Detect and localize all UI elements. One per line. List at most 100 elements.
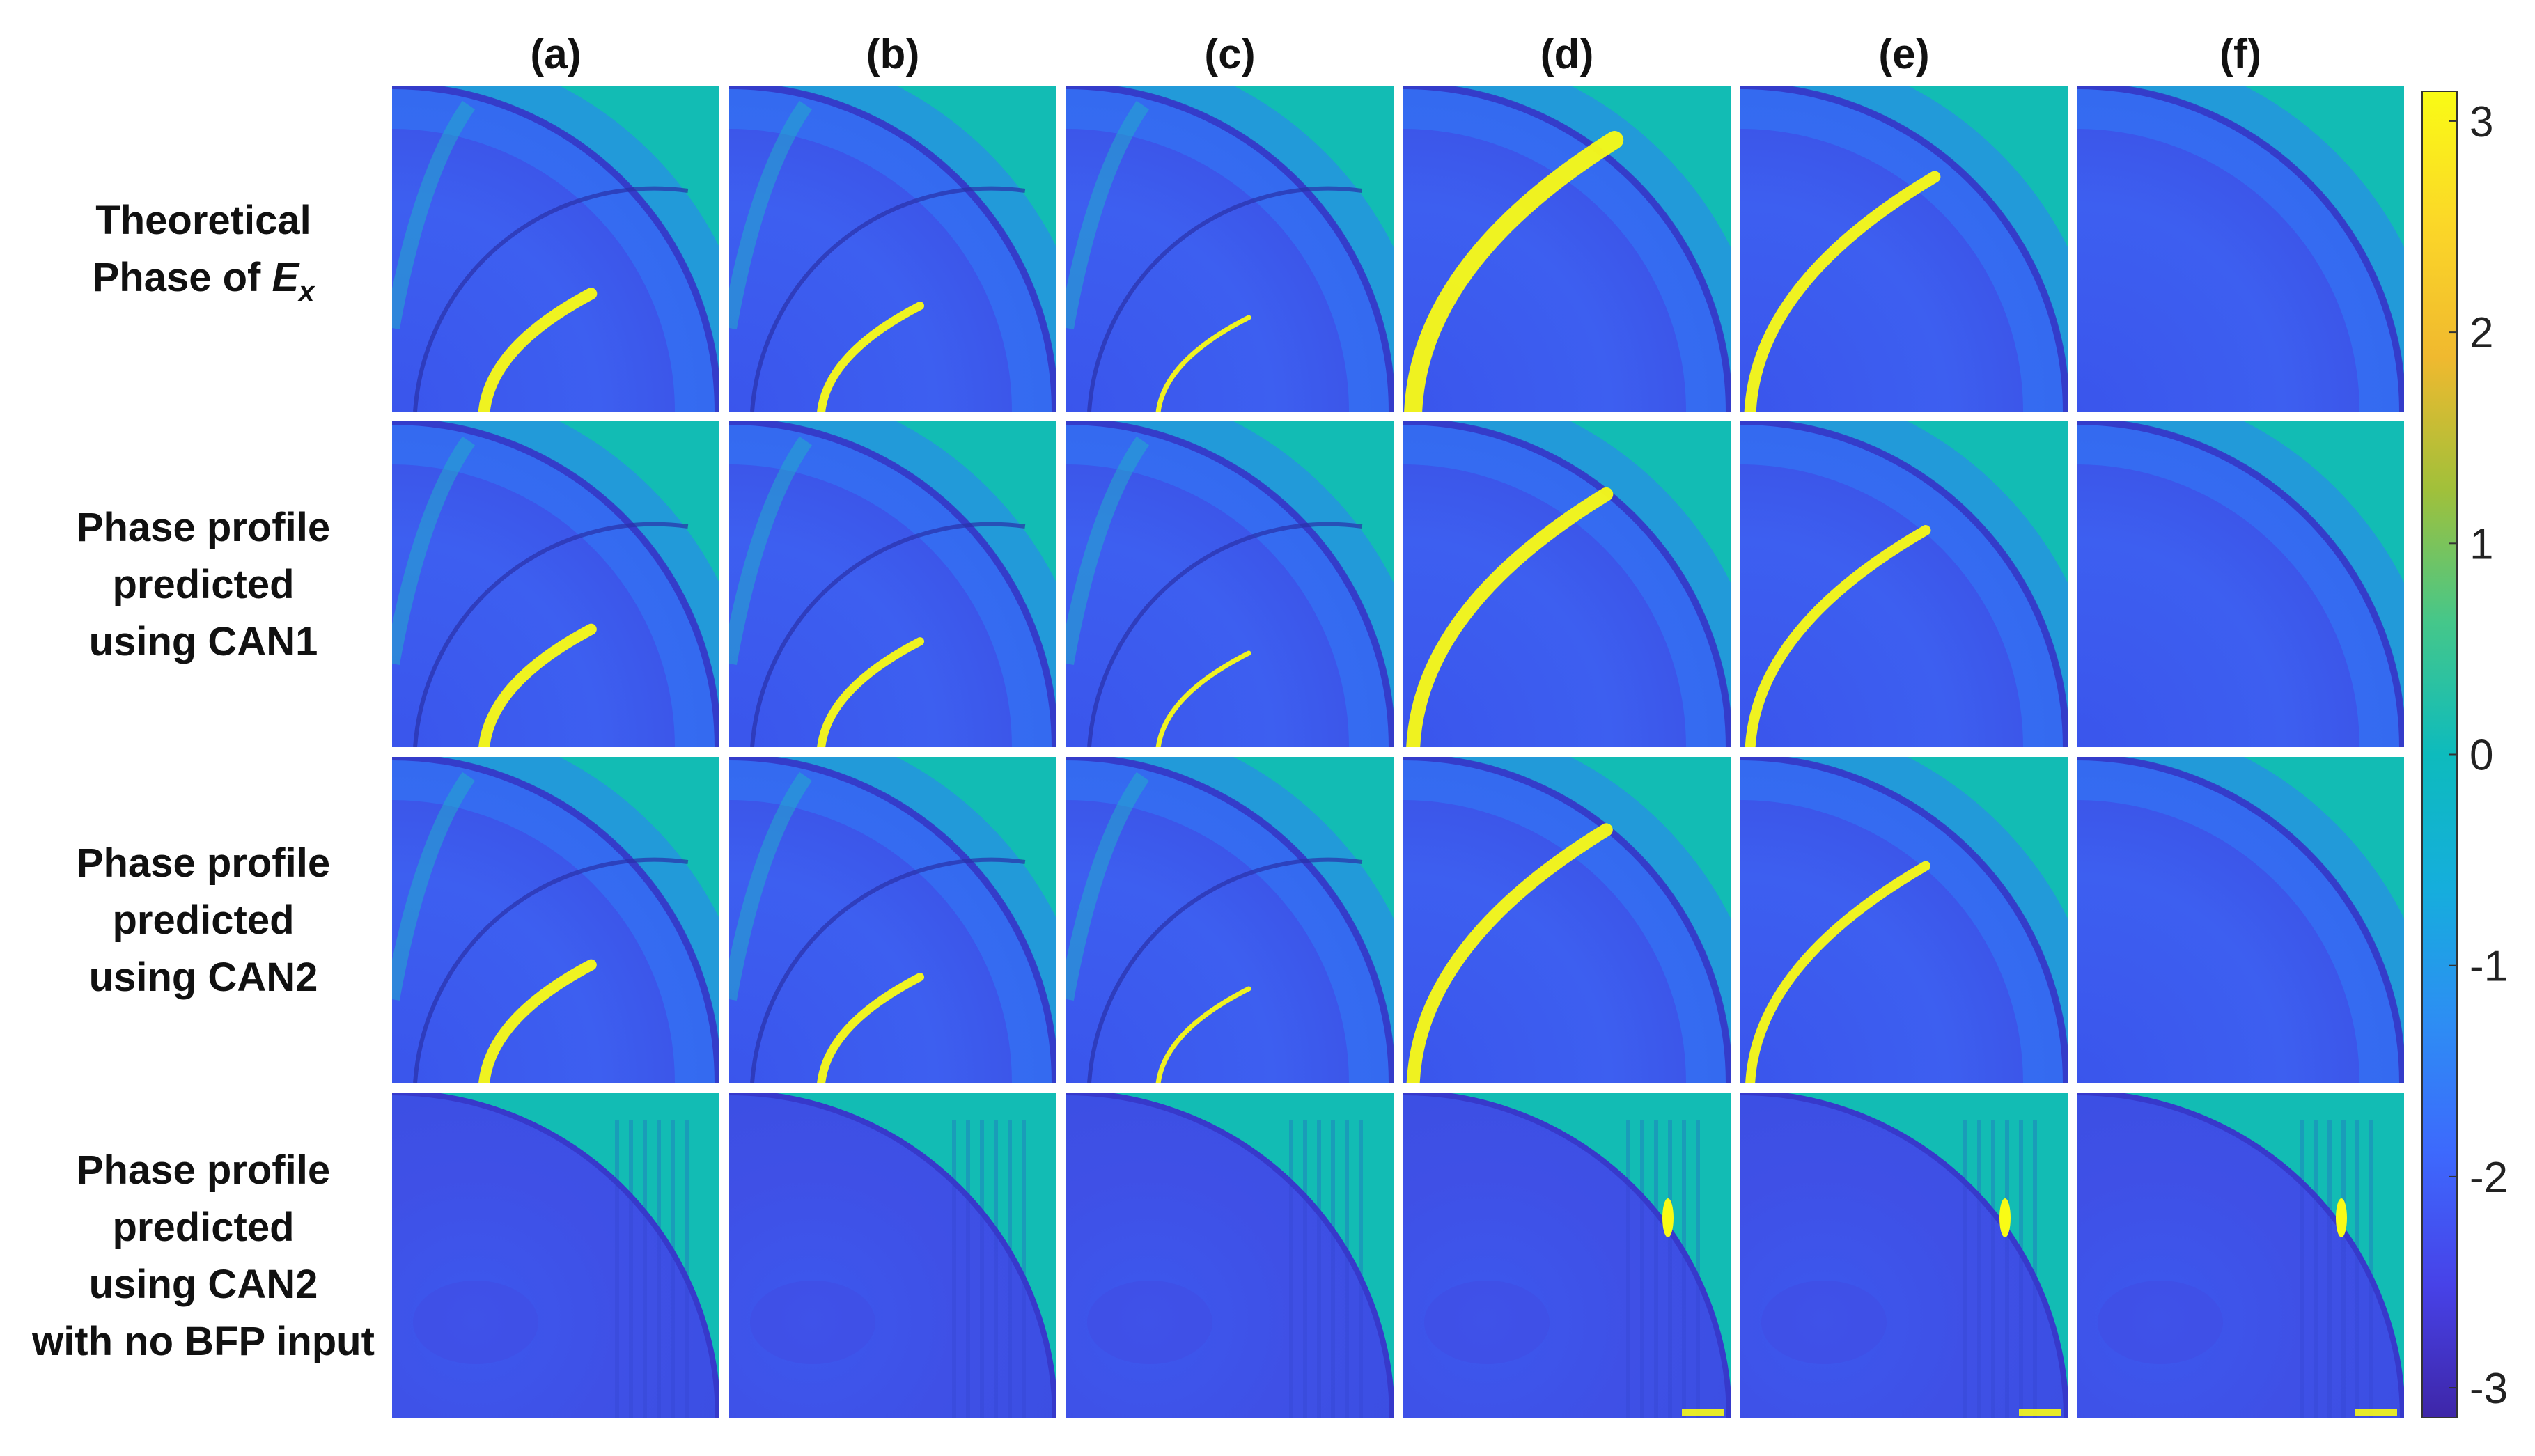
artifact-stripe xyxy=(1359,1120,1363,1418)
artifact-stripe xyxy=(1668,1120,1672,1418)
inner-ring-arc xyxy=(750,857,1026,1083)
row-label-2-line-3: using CAN1 xyxy=(89,619,318,664)
outer-dark-edge xyxy=(1066,1093,1394,1418)
outer-dark-edge xyxy=(392,757,719,1083)
phase-wrap-stripe xyxy=(1155,315,1251,412)
noisy-phase-body xyxy=(1066,1093,1394,1418)
edge-cyan-band xyxy=(729,436,813,665)
phase-panel-r3-d xyxy=(1403,757,1731,1083)
math-subscript: x xyxy=(297,276,315,307)
artifact-stripe xyxy=(1640,1120,1644,1418)
outer-dark-edge xyxy=(1740,86,2068,412)
artifact-stripe xyxy=(2327,1120,2332,1418)
artifact-stripe xyxy=(952,1120,956,1418)
outer-dark-edge xyxy=(729,421,1056,747)
colorbar-tick-label: 0 xyxy=(2470,732,2493,780)
phase-wrap-stripe xyxy=(478,959,597,1083)
phase-body xyxy=(392,421,719,747)
outer-dark-edge xyxy=(2077,86,2404,412)
artifact-stripe xyxy=(685,1120,689,1418)
outer-dark-edge xyxy=(1740,1093,2068,1418)
phase-wrap-stripe xyxy=(1745,861,1930,1083)
artifact-stripe xyxy=(629,1120,633,1418)
outer-dark-edge xyxy=(2077,1093,2404,1418)
phase-body xyxy=(729,757,1056,1083)
phase-panel-r3-f xyxy=(2077,757,2404,1083)
phase-panel-r2-b xyxy=(729,421,1056,747)
inner-ring-arc xyxy=(750,522,1026,747)
phase-panel-r2-d xyxy=(1403,421,1731,747)
phase-wrap-stripe xyxy=(1155,650,1251,747)
artifact-blotch xyxy=(1087,1281,1212,1364)
row-label-3-line-1: Phase profile xyxy=(77,840,330,886)
artifact-stripe xyxy=(671,1120,675,1418)
outer-dark-edge xyxy=(1403,1093,1731,1418)
edge-cyan-band xyxy=(392,436,476,665)
artifact-stripe xyxy=(657,1120,661,1418)
colorbar-tick-label: 3 xyxy=(2470,98,2493,146)
row-label-4-line-2: predicted xyxy=(112,1205,294,1250)
inner-ring-arc xyxy=(750,186,1026,412)
inner-ring-arc xyxy=(413,857,689,1083)
panel-grid xyxy=(392,86,2404,1418)
artifact-blotch xyxy=(1424,1281,1550,1364)
phase-body xyxy=(392,757,719,1083)
phase-wrap-stripe xyxy=(1404,131,1624,412)
yellow-blob xyxy=(1999,1198,2011,1237)
artifact-stripe xyxy=(2314,1120,2318,1418)
row-label-4-line-1: Phase profile xyxy=(77,1148,330,1193)
artifact-stripe xyxy=(1991,1120,1995,1418)
phase-body xyxy=(1066,757,1394,1083)
artifact-stripe xyxy=(2341,1120,2346,1418)
row-label-text: Phase of xyxy=(93,255,272,300)
outer-dark-edge xyxy=(2077,757,2404,1083)
artifact-stripe xyxy=(1654,1120,1658,1418)
yellow-blob xyxy=(2336,1198,2347,1237)
artifact-blotch xyxy=(1761,1281,1887,1364)
phase-panel-r1-c xyxy=(1066,86,1394,412)
colorbar-tick-label: 1 xyxy=(2470,520,2493,568)
artifact-stripe xyxy=(643,1120,647,1418)
column-labels: (a) (b) (c) (d) (e) (f) xyxy=(530,31,2261,77)
phase-panel-r3-b xyxy=(729,757,1056,1083)
inner-ring-arc xyxy=(1087,186,1363,412)
column-label-c: (c) xyxy=(1204,31,1255,77)
artifact-stripe xyxy=(2005,1120,2009,1418)
artifact-stripe xyxy=(994,1120,998,1418)
edge-cyan-band xyxy=(1066,436,1150,665)
noisy-phase-body xyxy=(729,1093,1056,1418)
phase-panel-r3-a xyxy=(392,757,719,1083)
phase-wrap-stripe xyxy=(478,288,598,412)
phase-wrap-stripe xyxy=(1745,525,1931,747)
outer-dark-edge xyxy=(1740,757,2068,1083)
artifact-stripe xyxy=(1626,1120,1630,1418)
inner-ring-arc xyxy=(1087,522,1363,747)
phase-body xyxy=(729,86,1056,412)
outer-dark-edge xyxy=(1066,86,1394,412)
artifact-stripe xyxy=(1317,1120,1321,1418)
artifact-stripe xyxy=(1696,1120,1700,1418)
phase-body xyxy=(2077,757,2404,1083)
edge-cyan-band xyxy=(729,100,813,329)
column-label-b: (b) xyxy=(866,31,920,77)
phase-panel-r2-c xyxy=(1066,421,1394,747)
noisy-phase-body xyxy=(1740,1093,2068,1418)
yellow-edge-artifact xyxy=(2019,1409,2061,1416)
inner-ring-arc xyxy=(413,186,689,412)
phase-panel-r1-e xyxy=(1740,86,2068,412)
phase-body xyxy=(1403,86,1731,412)
artifact-stripe xyxy=(1963,1120,1967,1418)
phase-panel-r4-a xyxy=(392,1093,719,1418)
row-label-1-line-1: Theoretical xyxy=(95,198,311,243)
phase-panel-r4-f xyxy=(2077,1093,2404,1418)
phase-panel-r2-f xyxy=(2077,421,2404,747)
outer-dark-edge xyxy=(2077,421,2404,747)
colorbar-tick-label: -1 xyxy=(2470,943,2508,991)
colorbar-tick-label: 2 xyxy=(2470,309,2493,357)
edge-cyan-band xyxy=(729,772,813,1001)
edge-cyan-band xyxy=(1066,772,1150,1001)
edge-cyan-band xyxy=(1066,100,1150,329)
column-label-a: (a) xyxy=(530,31,581,77)
phase-body xyxy=(2077,421,2404,747)
